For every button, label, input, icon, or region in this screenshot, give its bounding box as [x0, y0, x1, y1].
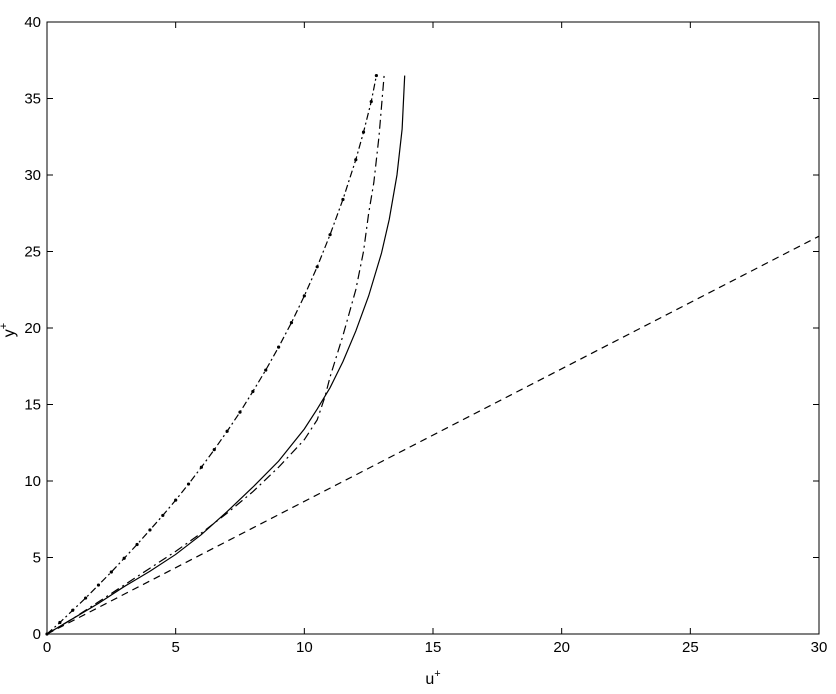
- series-line-dash-dot: [46, 75, 385, 635]
- ticks-layer: [46, 21, 820, 635]
- series-point-marker: [186, 482, 191, 486]
- y-tick-label: 25: [24, 244, 41, 261]
- series-point-marker: [84, 596, 88, 600]
- series-point-marker: [71, 608, 75, 612]
- x-tick-label: 10: [296, 639, 313, 656]
- series-point-marker: [361, 130, 366, 134]
- series-point-marker: [199, 465, 203, 469]
- series-point-marker: [225, 429, 229, 433]
- series-point-marker: [369, 99, 373, 104]
- y-tick-label: 20: [24, 320, 41, 337]
- series-point-marker: [315, 265, 319, 269]
- series-point-marker: [374, 73, 378, 78]
- series-point-marker: [122, 556, 126, 560]
- series-point-marker: [354, 158, 358, 162]
- y-tick-label: 5: [33, 550, 41, 567]
- y-tick-label: 40: [24, 14, 41, 31]
- series-point-marker: [148, 528, 152, 532]
- series-point-marker: [289, 321, 294, 325]
- y-tick-label: 0: [33, 626, 41, 643]
- series-point-marker: [277, 345, 281, 349]
- series-line-solid: [46, 75, 406, 635]
- series-point-marker: [238, 410, 242, 414]
- series-point-marker: [58, 620, 62, 625]
- x-tick-label: 25: [682, 639, 699, 656]
- series-point-marker: [264, 368, 268, 372]
- y-tick-label: 15: [24, 397, 41, 414]
- x-tick-label: 5: [171, 639, 179, 656]
- y-tick-label: 10: [24, 473, 41, 490]
- series-layer: [45, 73, 820, 636]
- y-tick-label: 35: [24, 91, 41, 108]
- series-point-marker: [174, 498, 178, 502]
- plot-area-frame: [46, 21, 820, 635]
- series-point-marker: [328, 233, 332, 237]
- series-line-dashed: [46, 235, 820, 635]
- labels-layer: 0 5 10 15 20 25 30 0 5 10 15 20 25 30 35 40: [24, 14, 827, 656]
- series-point-marker: [161, 513, 165, 518]
- series-point-marker: [96, 583, 101, 587]
- x-tick-label: 15: [425, 639, 442, 656]
- series-point-marker: [212, 448, 216, 452]
- x-tick-label: 0: [43, 639, 51, 656]
- y-tick-label: 30: [24, 167, 41, 184]
- series-point-marker: [341, 197, 345, 202]
- series-point-marker: [302, 294, 306, 298]
- x-axis-label: u+: [425, 668, 440, 688]
- y-axis-label: y+: [0, 323, 18, 337]
- series-line-dash-dot-marker: [46, 75, 377, 635]
- series-point-marker: [109, 570, 113, 574]
- x-tick-label: 20: [553, 639, 570, 656]
- x-tick-label: 30: [811, 639, 828, 656]
- series-point-marker: [135, 542, 139, 547]
- series-point-marker: [251, 389, 255, 394]
